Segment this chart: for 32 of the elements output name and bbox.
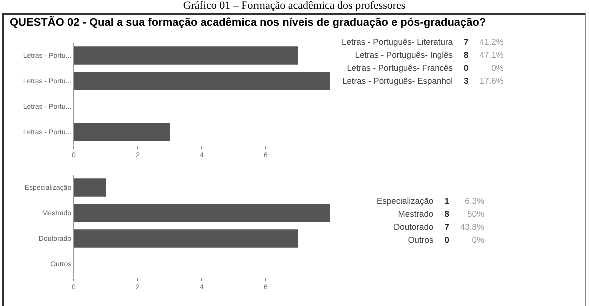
bar — [74, 230, 298, 248]
data-label: 8 — [463, 49, 470, 62]
data-label: 17.6% — [478, 75, 505, 88]
data-label: 0% — [471, 234, 486, 247]
data-label: 0% — [490, 62, 505, 75]
chart-subtitle: QUESTÃO 02 - Qual a sua formação acadêmica nos níveis de graduação e pós-graduação? — [10, 17, 486, 29]
category-label: Mestrado — [397, 208, 435, 221]
bar — [74, 72, 330, 90]
bar — [74, 123, 170, 142]
data-label: 1 — [444, 195, 450, 208]
bar — [74, 178, 106, 197]
data-label: 0 — [444, 234, 450, 247]
data-label: 6.3% — [464, 195, 486, 208]
category-label: Letras - Português- Francês — [346, 62, 454, 75]
bar — [74, 204, 330, 222]
data-label: 7 — [463, 36, 470, 49]
category-label: Letras - Português- Literatura — [341, 36, 454, 49]
data-label: 41.2% — [478, 36, 505, 49]
data-label: 43.8% — [459, 221, 486, 234]
category-label: Letras - Português- Espanhol — [341, 75, 454, 88]
category-label: Outros — [407, 234, 435, 247]
data-label: 3 — [463, 75, 470, 88]
data-label: 50% — [466, 208, 486, 221]
chart-title: Gráfico 01 – Formação acadêmica dos professores — [182, 0, 407, 12]
data-label: 0 — [463, 62, 470, 75]
category-label: Especialização — [376, 195, 435, 208]
category-label: Doutorado — [393, 221, 435, 234]
data-label: 8 — [444, 208, 450, 221]
data-label: 47.1% — [478, 49, 505, 62]
bar — [74, 46, 298, 65]
category-label: Letras - Português- Inglês — [354, 49, 454, 62]
data-label: 7 — [444, 221, 450, 234]
